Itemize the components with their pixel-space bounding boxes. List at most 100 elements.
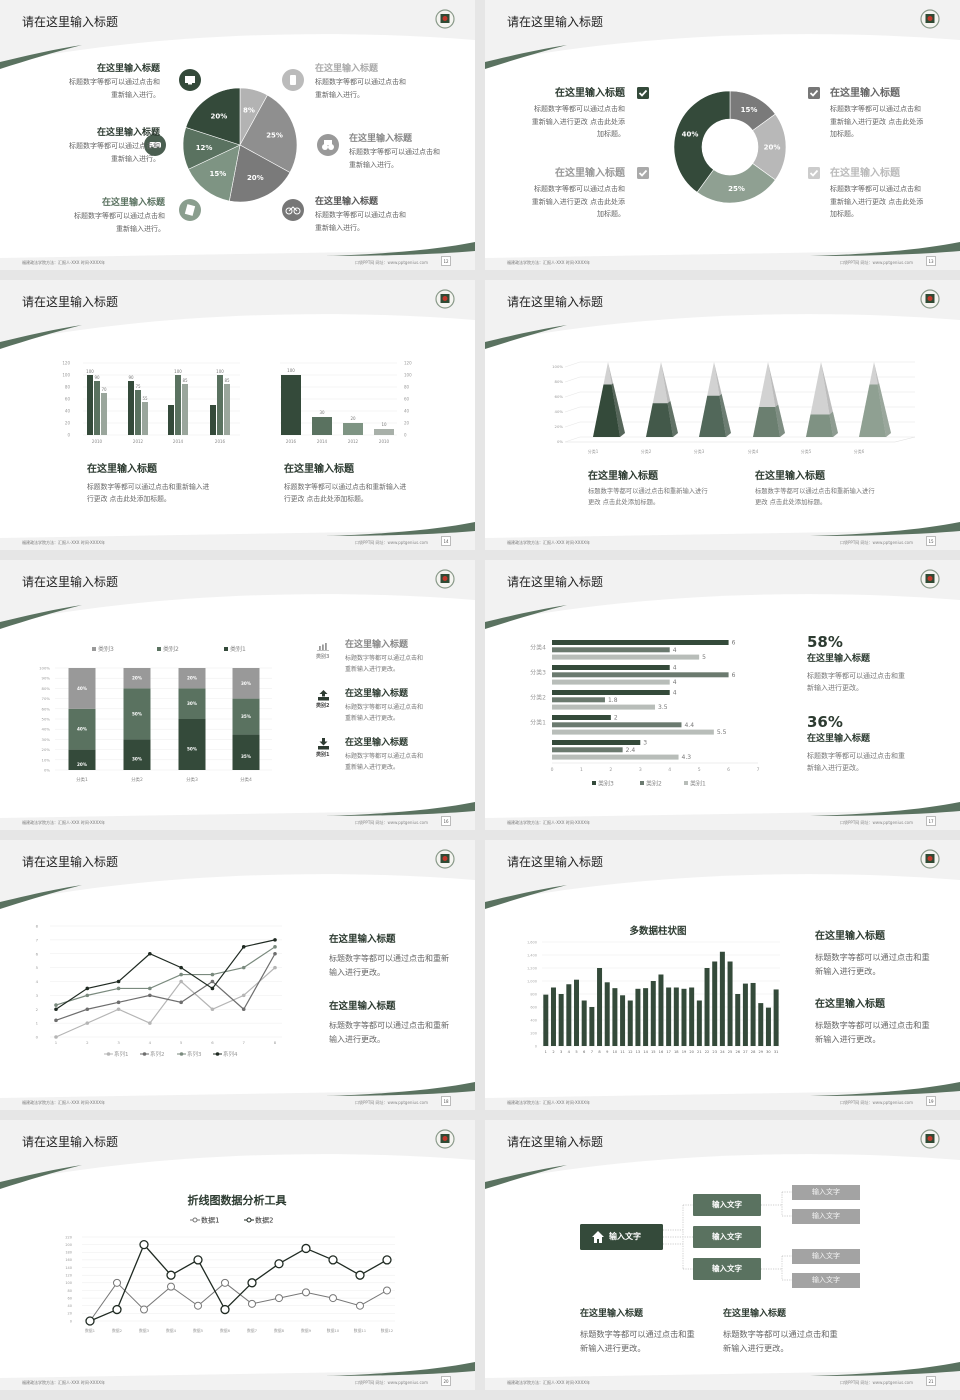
y-tick-label: 40%	[555, 409, 564, 414]
stat-value: 36%	[807, 713, 843, 731]
data-point	[382, 1255, 392, 1265]
footer-right-text: 口袋PPT网 网址：www.pptgenius.com	[840, 260, 913, 265]
x-tick-label: 13	[636, 1050, 641, 1054]
bar	[773, 989, 779, 1046]
segment-label: 40%	[77, 686, 88, 691]
x-tick-label: 分类1	[588, 448, 599, 454]
bar-value-label: 5	[702, 654, 706, 661]
y-tick-label: 0	[535, 1044, 537, 1048]
data-point	[166, 1270, 176, 1280]
data-point	[116, 986, 121, 991]
item-title: 在这里输入标题	[830, 88, 900, 99]
bar	[552, 747, 623, 753]
slide-canvas: 多数据柱状图 0 200 400 600 800 1,000 1,200 1,400 1,600 1…	[485, 849, 960, 1098]
bar	[312, 417, 332, 435]
y-tick-label: 90%	[42, 676, 51, 681]
bar	[135, 390, 141, 435]
bar-value-label: 3	[643, 740, 647, 747]
y-tick-label: 20	[65, 421, 71, 426]
y-tick-label: 40%	[42, 727, 51, 732]
item-title: 在这里输入标题	[345, 738, 409, 748]
slice-label: 20%	[764, 144, 781, 152]
x-tick-label: 28	[751, 1050, 756, 1054]
data-point	[210, 986, 215, 991]
content-area	[0, 1154, 475, 1378]
bar-value-label: 70	[101, 387, 107, 392]
series-line	[55, 939, 276, 1010]
stacked-bar-segment	[123, 739, 151, 770]
legend-label: 类别2	[646, 780, 662, 788]
y-tick-label: 50%	[42, 717, 51, 722]
slice-label: 12%	[196, 144, 213, 152]
bar-value-label: 90	[94, 375, 100, 380]
mid-node: 输入文字	[693, 1258, 761, 1280]
x-tick-label: 21	[697, 1050, 702, 1054]
slice-label: 15%	[210, 170, 227, 178]
bar	[566, 984, 572, 1046]
legend-label: 系列2	[150, 1050, 165, 1058]
x-tick-label: 6	[727, 767, 730, 773]
bar	[758, 1003, 764, 1046]
y-tick-label: 80%	[42, 686, 51, 691]
slide-title: 请在这里输入标题	[507, 15, 604, 29]
series-line	[55, 967, 276, 1038]
item-title: 在这里输入标题	[315, 197, 379, 207]
leaf-node: 输入文字	[792, 1249, 860, 1264]
pyramid-bar	[859, 362, 891, 437]
segment-label: 20%	[132, 676, 143, 681]
x-tick-label: 分类3	[694, 448, 705, 454]
swoosh-decoration	[810, 802, 960, 816]
text-title: 在这里输入标题	[815, 999, 885, 1010]
bar-value-label: 4.4	[684, 722, 694, 729]
icon-label: 类别2	[316, 703, 330, 709]
segment-label: 20%	[77, 762, 88, 767]
bar	[142, 402, 148, 435]
y-tick-label: 5	[36, 965, 39, 970]
data-point	[85, 1316, 95, 1326]
data-point	[273, 951, 277, 956]
y-tick-label: 100%	[552, 364, 563, 369]
page-number: 14	[441, 536, 451, 546]
legend-label: 类别1	[230, 645, 246, 653]
x-tick-label: 30	[766, 1050, 771, 1054]
bar-value-label: 85	[224, 378, 230, 383]
y-tick-label: 0%	[557, 439, 563, 444]
x-tick-label: 数据1	[85, 1328, 96, 1333]
stacked-bar-segment	[178, 668, 206, 689]
text-description: 标题数字等都可以通过点击和重新输入进行更改 点击此处添加标题。	[755, 488, 875, 506]
swoosh-decoration	[325, 522, 475, 536]
x-tick-label: 4	[568, 1050, 571, 1054]
x-tick-label: 2014	[173, 439, 184, 444]
text-description: 标题数字等都可以通过点击和重新输入进行更改。	[815, 952, 930, 976]
y-tick-label: 30%	[42, 737, 51, 742]
segment-label: 30%	[241, 681, 252, 686]
text-title: 在这里输入标题	[329, 1001, 396, 1012]
data-point	[221, 1278, 229, 1287]
y-tick-label: 1,400	[527, 953, 537, 957]
stacked-bar-segment	[232, 668, 260, 699]
data-point	[193, 1255, 203, 1265]
series-line	[89, 1243, 388, 1322]
bar	[182, 384, 188, 435]
data-point	[148, 951, 152, 956]
x-tick-label: 10	[613, 1050, 618, 1054]
slide-canvas: 0 1 2 3 4 5 6 7 6 4 5 分类4 4 6 4 分类3 4 1.8 3.5 分类2 2 4.4 5.5 分类1…	[485, 569, 960, 818]
item-title: 在这里输入标题	[96, 128, 160, 138]
slide-14: 0 20 40 60 80 100 120 100 90 90 75 100 100 70 55 85 85 20…	[0, 280, 475, 550]
slide-title: 请在这里输入标题	[22, 15, 119, 29]
gridline	[564, 361, 915, 368]
y-tick-label: 1,200	[527, 966, 537, 970]
item-title: 在这里输入标题	[96, 64, 160, 74]
y-tick-label: 100	[404, 373, 412, 378]
x-tick-label: 2	[609, 767, 612, 773]
data-point	[139, 1239, 149, 1250]
y-tick-label: 20%	[555, 424, 564, 429]
bar	[612, 988, 618, 1046]
bar	[224, 384, 230, 435]
leaf-node: 输入文字	[792, 1209, 860, 1224]
x-tick-label: 20	[689, 1050, 694, 1054]
legend-swatch	[157, 647, 161, 651]
y-tick-label: 80	[68, 1289, 72, 1293]
segment-label: 30%	[132, 757, 143, 762]
